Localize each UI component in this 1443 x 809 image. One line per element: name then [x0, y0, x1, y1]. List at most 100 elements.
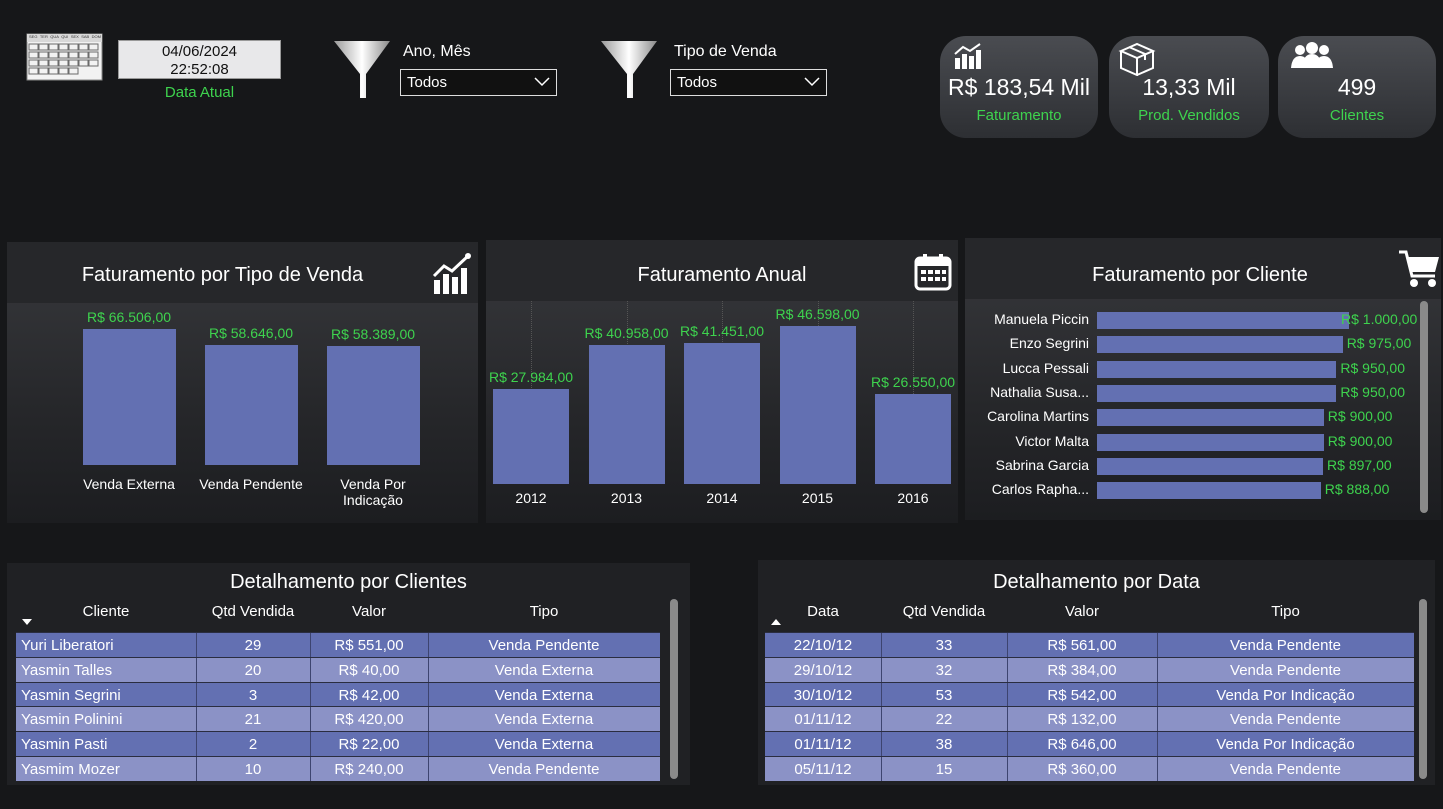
- filter-ano-mes-dropdown[interactable]: Todos: [400, 69, 557, 96]
- filter-tipo-venda-dropdown[interactable]: Todos: [670, 69, 827, 96]
- data-label: R$ 58.389,00: [330, 325, 416, 342]
- bar[interactable]: [684, 343, 760, 484]
- calendar-day-label: TER: [39, 34, 48, 39]
- bar[interactable]: [779, 326, 856, 484]
- bar-chart-icon: [953, 42, 983, 75]
- table-cell: Venda Externa: [494, 736, 594, 754]
- column-header[interactable]: Valor: [1065, 603, 1099, 620]
- column-divider: [196, 732, 197, 757]
- data-label: R$ 900,00: [1327, 432, 1393, 449]
- column-divider: [310, 757, 311, 781]
- table-row[interactable]: Yasmin Talles 20 R$ 40,00 Venda Externa: [16, 656, 660, 682]
- bar[interactable]: [588, 345, 665, 484]
- growth-chart-icon: [432, 252, 474, 301]
- calendar-day-label: SEG: [29, 34, 38, 39]
- bar[interactable]: [1097, 482, 1321, 500]
- table-row[interactable]: Yuri Liberatori 29 R$ 551,00 Venda Pendente: [16, 632, 660, 657]
- scrollbar[interactable]: [1419, 599, 1427, 779]
- calendar-day-label: QUA: [50, 34, 59, 39]
- bar[interactable]: [875, 393, 951, 484]
- category-label: Lucca Pessali: [1002, 359, 1089, 376]
- column-header[interactable]: Qtd Vendida: [211, 603, 295, 620]
- table-cell: 01/11/12: [794, 711, 852, 729]
- category-label: Sabrina Garcia: [995, 456, 1089, 473]
- bar[interactable]: [1097, 409, 1324, 427]
- hbar-chart-cliente: Manuela Piccin R$ 1.000,00 Enzo Segrini R$ …: [965, 308, 1417, 508]
- bar[interactable]: [1097, 336, 1343, 354]
- data-label: R$ 888,00: [1324, 481, 1390, 498]
- column-divider: [310, 707, 311, 732]
- table-cell: Yasmin Polinini: [21, 711, 123, 729]
- table-cell: 01/11/12: [794, 736, 852, 754]
- calendar-icon: [914, 253, 952, 296]
- table-row[interactable]: 01/11/12 22 R$ 132,00 Venda Pendente: [765, 706, 1414, 732]
- column-header[interactable]: Cliente: [82, 603, 130, 620]
- table-cell: 10: [244, 761, 262, 778]
- data-label: R$ 46.598,00: [775, 306, 860, 322]
- filter-ano-mes-value: Todos: [407, 74, 448, 91]
- column-header[interactable]: Qtd Vendida: [902, 603, 986, 620]
- bar[interactable]: [493, 389, 569, 484]
- funnel-icon: [600, 40, 658, 105]
- bar[interactable]: [1097, 384, 1337, 402]
- table-cell: Yasmin Segrini: [21, 686, 121, 704]
- column-divider: [1007, 682, 1008, 707]
- column-divider: [1007, 757, 1008, 781]
- column-header[interactable]: Valor: [352, 603, 386, 620]
- table-cell: R$ 551,00: [334, 637, 404, 654]
- table-row[interactable]: Yasmim Mozer 10 R$ 240,00 Venda Pendente: [16, 756, 660, 781]
- table-row[interactable]: 01/11/12 38 R$ 646,00 Venda Por Indicação: [765, 731, 1414, 757]
- column-header[interactable]: Tipo: [1271, 603, 1300, 620]
- table-clientes: Cliente Qtd Vendida Valor Tipo Yuri Liberato…: [16, 599, 660, 781]
- table-cell: Venda Externa: [494, 686, 594, 704]
- table-cell: Venda Pendente: [1230, 761, 1341, 778]
- column-divider: [1007, 732, 1008, 757]
- table-cell: 3: [248, 686, 258, 704]
- table-row[interactable]: 05/11/12 15 R$ 360,00 Venda Pendente: [765, 756, 1414, 781]
- category-label: 2016: [897, 490, 929, 506]
- column-divider: [310, 657, 311, 682]
- calendar-day-label: SEX: [70, 34, 79, 39]
- table-cell: 05/11/12: [794, 761, 852, 778]
- table-cell: Yasmin Pasti: [21, 736, 108, 754]
- bar[interactable]: [1097, 433, 1324, 451]
- category-label: Enzo Segrini: [1009, 335, 1089, 352]
- table-row[interactable]: 29/10/12 32 R$ 384,00 Venda Pendente: [765, 656, 1414, 682]
- table-cell: 22/10/12: [793, 637, 853, 654]
- table-row[interactable]: 22/10/12 33 R$ 561,00 Venda Pendente: [765, 632, 1414, 657]
- bar[interactable]: [326, 345, 420, 465]
- kpi-clientes-value: 499: [1337, 74, 1377, 100]
- column-divider: [881, 707, 882, 732]
- bar[interactable]: [204, 345, 298, 465]
- table-row[interactable]: Yasmin Polinini 21 R$ 420,00 Venda Externa: [16, 706, 660, 732]
- data-label: R$ 58.646,00: [208, 325, 294, 342]
- bar[interactable]: [1097, 457, 1324, 475]
- users-icon: [1288, 42, 1336, 75]
- table-row[interactable]: Yasmin Pasti 2 R$ 22,00 Venda Externa: [16, 731, 660, 757]
- table-cell: Yasmim Mozer: [21, 761, 120, 778]
- chart-panel-tipo-venda: Faturamento por Tipo de Venda R$ 66.506,…: [7, 242, 478, 523]
- column-divider: [881, 682, 882, 707]
- column-header[interactable]: Data: [807, 603, 839, 620]
- table-row[interactable]: Yasmin Segrini 3 R$ 42,00 Venda Externa: [16, 681, 660, 707]
- scrollbar[interactable]: [670, 599, 678, 779]
- scrollbar[interactable]: [1420, 301, 1428, 513]
- category-label: Venda Externa: [83, 476, 175, 492]
- column-divider: [196, 757, 197, 781]
- kpi-faturamento-value: R$ 183,54 Mil: [948, 74, 1090, 100]
- calendar-day-label: QUI: [61, 34, 69, 39]
- category-label: Carolina Martins: [987, 408, 1089, 425]
- data-label: R$ 950,00: [1340, 359, 1405, 376]
- table-cell: 32: [935, 661, 953, 679]
- bar[interactable]: [82, 329, 176, 465]
- bar[interactable]: [1097, 360, 1337, 378]
- category-label: 2012: [515, 490, 547, 506]
- bar[interactable]: [1097, 312, 1349, 329]
- sort-arrow-icon[interactable]: [22, 619, 32, 625]
- chevron-down-icon: [804, 74, 820, 92]
- kpi-prod-vendidos-value: 13,33 Mil: [1142, 74, 1236, 100]
- column-header[interactable]: Tipo: [529, 603, 559, 620]
- sort-arrow-icon[interactable]: [771, 619, 781, 625]
- table-row[interactable]: 30/10/12 53 R$ 542,00 Venda Por Indicação: [765, 681, 1414, 707]
- table-cell: Venda Pendente: [488, 761, 600, 778]
